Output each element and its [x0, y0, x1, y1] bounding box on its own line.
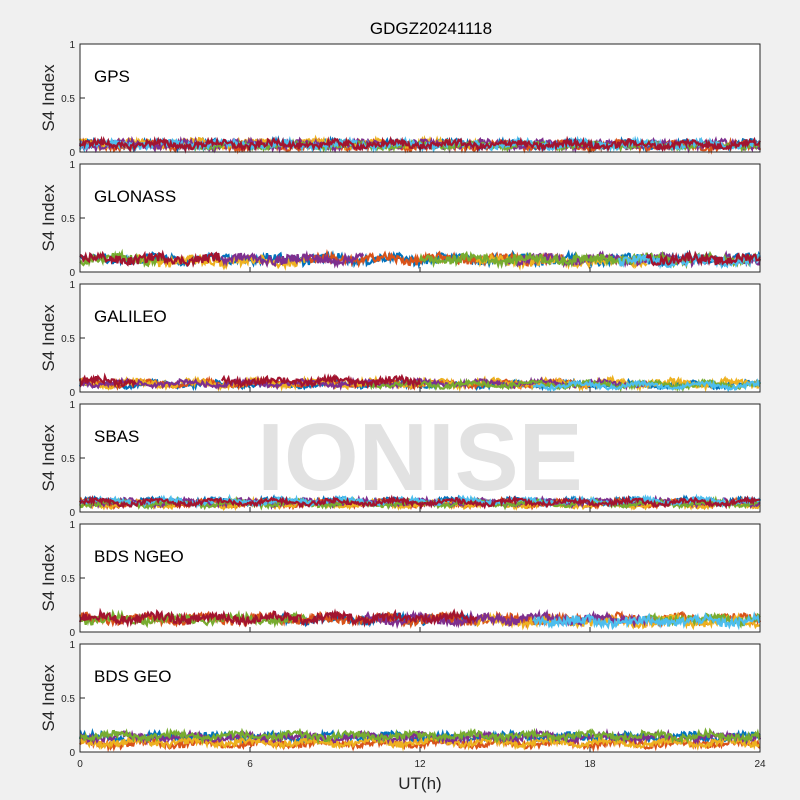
y-axis-label: S4 Index: [39, 304, 58, 372]
y-tick-label: 1: [69, 40, 75, 51]
x-tick-label: 12: [414, 759, 426, 770]
y-tick-label: 0: [69, 388, 75, 399]
plot-area: [80, 44, 760, 152]
series-7: [79, 494, 761, 510]
y-axis-label: S4 Index: [39, 184, 58, 252]
y-tick-label: 0: [69, 748, 75, 759]
y-tick-label: 0.5: [61, 694, 75, 705]
plot-area: [80, 404, 760, 512]
y-tick-label: 0.5: [61, 94, 75, 105]
y-axis-label: S4 Index: [39, 544, 58, 612]
plot-area: [80, 284, 760, 392]
panel-label: GLONASS: [94, 187, 176, 206]
series-7: [78, 607, 478, 628]
series-3: [79, 733, 761, 752]
panel-bds-ngeo: 0 0.5 1 S4 Index BDS NGEO: [39, 520, 762, 639]
series-7: [79, 249, 762, 268]
y-tick-label: 0: [69, 268, 75, 279]
y-tick-label: 0.5: [61, 574, 75, 585]
x-axis-label: UT(h): [398, 774, 441, 793]
chart-title: GDGZ20241118: [370, 19, 492, 38]
x-tick-label: 0: [77, 759, 83, 770]
series-2: [79, 734, 761, 753]
y-tick-label: 1: [69, 400, 75, 411]
series-5: [78, 727, 761, 746]
y-tick-label: 0.5: [61, 454, 75, 465]
series-6: [532, 378, 762, 393]
panel-label: GPS: [94, 67, 130, 86]
panel-label: GALILEO: [94, 307, 167, 326]
panel-glonass: 0 0.5 1 S4 Index GLONASS: [39, 160, 762, 279]
panel-gps: 0 0.5 1 S4 Index GPS: [39, 40, 762, 159]
y-tick-label: 0.5: [61, 214, 75, 225]
y-tick-label: 0: [69, 628, 75, 639]
series-5: [362, 378, 762, 393]
panel-sbas: 0 0.5 1 S4 Index SBAS: [39, 400, 762, 519]
series-6: [79, 135, 761, 154]
x-tick-label: 18: [584, 759, 596, 770]
y-tick-label: 1: [69, 280, 75, 291]
y-tick-label: 0.5: [61, 334, 75, 345]
watermark: IONISE: [257, 404, 582, 511]
series-6: [532, 611, 761, 631]
panel-bds-geo: 0 0.5 1 0 6 12 18 24 S4 Index BDS GEO: [39, 640, 766, 770]
y-tick-label: 1: [69, 160, 75, 171]
x-tick-label: 6: [247, 759, 253, 770]
y-tick-label: 1: [69, 520, 75, 531]
series-4: [363, 608, 648, 630]
series-7: [78, 372, 422, 390]
panel-label: BDS NGEO: [94, 547, 184, 566]
panel-label: SBAS: [94, 427, 139, 446]
y-tick-label: 0: [69, 508, 75, 519]
panel-galileo: 0 0.5 1 S4 Index GALILEO: [39, 280, 762, 399]
x-tick-label: 24: [754, 759, 766, 770]
y-axis-label: S4 Index: [39, 424, 58, 492]
y-tick-label: 0: [69, 148, 75, 159]
y-axis-label: S4 Index: [39, 664, 58, 732]
panel-label: BDS GEO: [94, 667, 171, 686]
y-tick-label: 1: [69, 640, 75, 651]
y-axis-label: S4 Index: [39, 64, 58, 132]
